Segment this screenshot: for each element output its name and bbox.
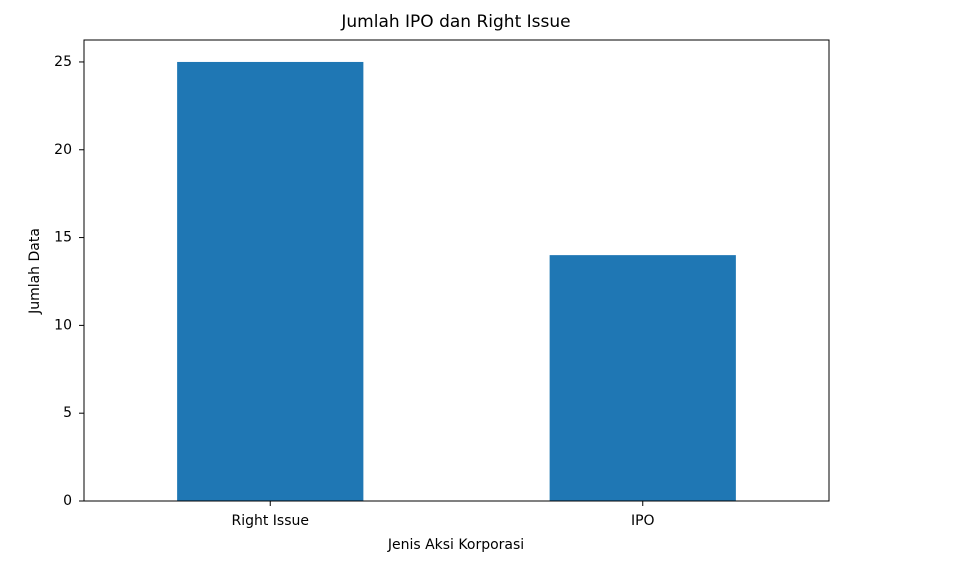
x-tick-label: IPO [631,513,655,529]
y-tick-label: 5 [63,405,72,421]
y-tick-label: 20 [54,142,72,158]
plot-frame [83,39,830,502]
x-axis-label: Jenis Aksi Korporasi [387,537,524,553]
x-tick-label: Right Issue [231,513,309,529]
y-tick-label: 25 [54,54,72,70]
bar [177,61,364,501]
y-tick-label: 15 [54,230,72,246]
y-tick-label: 10 [54,317,72,333]
y-tick-label: 0 [63,493,72,509]
bar [549,255,736,501]
y-axis-label: Jumlah Data [27,228,43,315]
chart-title: Jumlah IPO dan Right Issue [340,12,570,32]
